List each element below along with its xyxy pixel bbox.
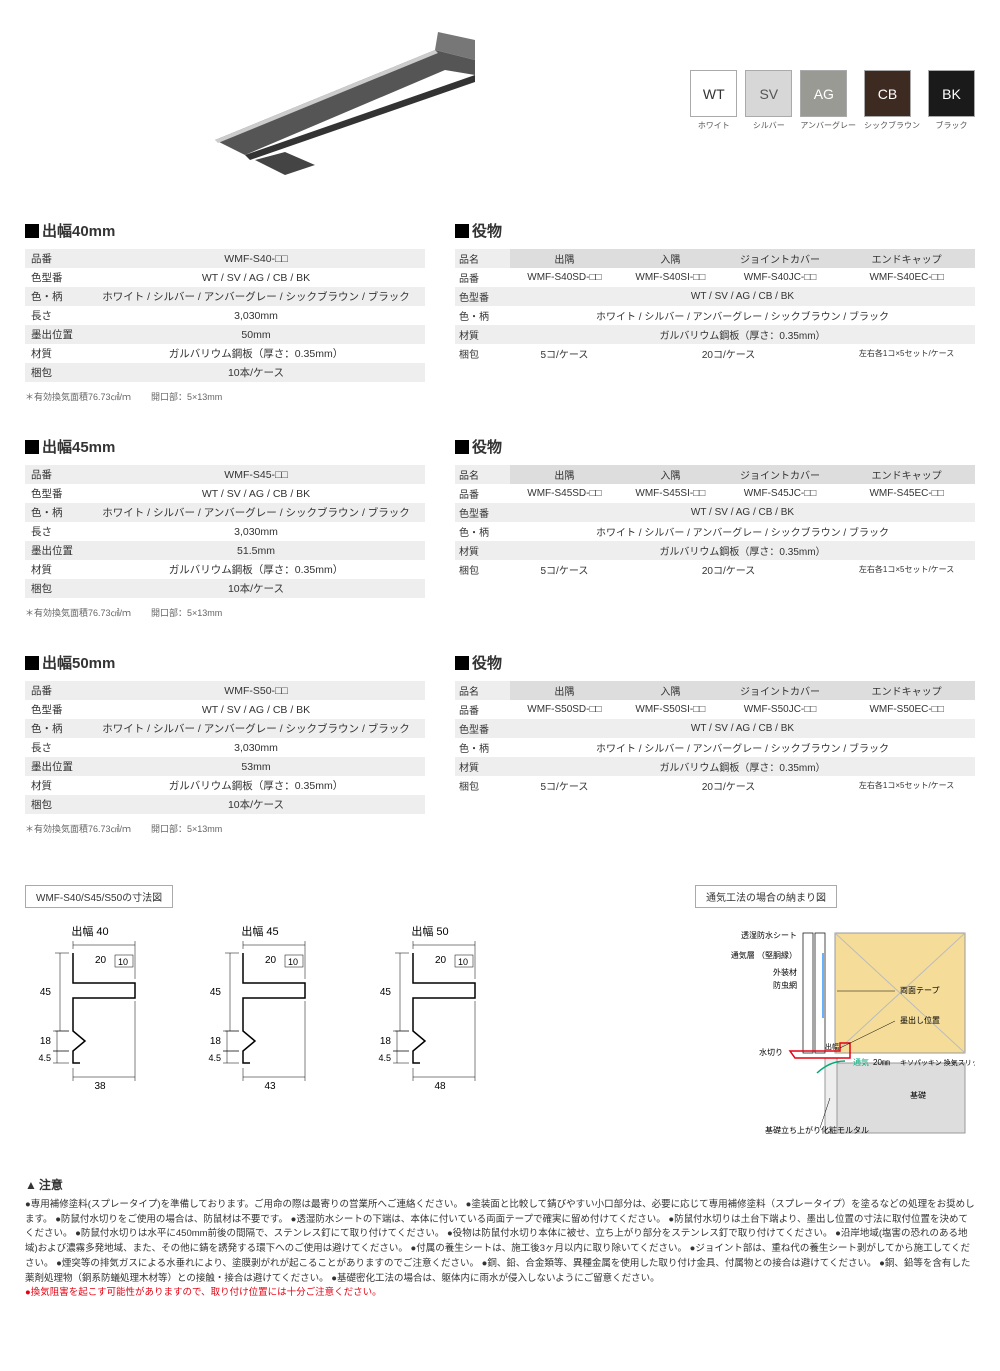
svg-text:45: 45 — [40, 987, 52, 998]
svg-text:45: 45 — [210, 987, 222, 998]
svg-text:墨出し位置: 墨出し位置 — [900, 1015, 940, 1025]
install-diagram: 通気工法の場合の納まり図 透湿防水シート 通気層 （堅胴縁） 外装材 防虫網 両… — [695, 885, 975, 1146]
section-1: 出幅45mm 品番WMF-S45-□□色型番WT / SV / AG / CB /… — [25, 436, 975, 644]
accessory-table: 品名出隅入隅ジョイントカバーエンドキャップ品番WMF-S40SD-□□WMF-S… — [455, 249, 975, 363]
svg-text:出幅 50: 出幅 50 — [411, 924, 448, 938]
swatch-ag: AGアンバーグレー — [800, 70, 856, 131]
footnote: ＊有効換気面積76.73㎠/ｍ開口部：5×13mm — [25, 822, 425, 835]
svg-text:18: 18 — [380, 1036, 392, 1047]
dim-svg: 出幅 50 45 20 10 18 4.5 48 — [365, 923, 495, 1103]
diagrams-row: WMF-S40/S45/S50の寸法図 出幅 40 45 20 10 18 4.… — [25, 885, 975, 1146]
svg-text:4.5: 4.5 — [38, 1053, 51, 1063]
svg-text:防虫網: 防虫網 — [773, 980, 797, 990]
svg-text:出幅 40: 出幅 40 — [71, 924, 108, 938]
acc-title: 役物 — [455, 220, 975, 241]
section-2: 出幅50mm 品番WMF-S50-□□色型番WT / SV / AG / CB /… — [25, 652, 975, 860]
install-svg: 透湿防水シート 通気層 （堅胴縁） 外装材 防虫網 両面テープ 墨出し位置 水切… — [695, 923, 975, 1143]
section-0: 出幅40mm 品番WMF-S40-□□色型番WT / SV / AG / CB /… — [25, 220, 975, 428]
acc-title: 役物 — [455, 652, 975, 673]
svg-text:水切り: 水切り — [759, 1047, 783, 1057]
svg-text:外装材: 外装材 — [773, 967, 797, 977]
svg-text:出幅 45: 出幅 45 — [241, 924, 278, 938]
svg-text:両面テープ: 両面テープ — [900, 986, 940, 995]
caution-title: 注意 — [25, 1176, 975, 1193]
swatch-bk: BKブラック — [928, 70, 975, 131]
svg-text:通気: 通気 — [853, 1057, 869, 1067]
caution-body: ●専用補修塗料(スプレータイプ)を準備しております。ご用命の際は最寄りの営業所へ… — [25, 1198, 975, 1301]
svg-text:43: 43 — [264, 1081, 276, 1092]
product-image — [165, 20, 485, 190]
caution-block: 注意 ●専用補修塗料(スプレータイプ)を準備しております。ご用命の際は最寄りの営… — [25, 1176, 975, 1301]
svg-text:キソパッキン 換気スリット: キソパッキン 換気スリット — [900, 1058, 975, 1067]
svg-text:4.5: 4.5 — [208, 1053, 221, 1063]
svg-text:18: 18 — [40, 1036, 52, 1047]
accessory-table: 品名出隅入隅ジョイントカバーエンドキャップ品番WMF-S50SD-□□WMF-S… — [455, 681, 975, 795]
svg-text:20㎜: 20㎜ — [873, 1058, 890, 1067]
install-title: 通気工法の場合の納まり図 — [695, 885, 837, 908]
svg-text:基礎立ち上がり化粧モルタル: 基礎立ち上がり化粧モルタル — [765, 1125, 869, 1135]
color-swatches: WTホワイトSVシルバーAGアンバーグレーCBシックブラウンBKブラック — [690, 70, 975, 131]
svg-text:38: 38 — [94, 1081, 106, 1092]
footnote: ＊有効換気面積76.73㎠/ｍ開口部：5×13mm — [25, 390, 425, 403]
svg-text:20: 20 — [265, 955, 277, 966]
spec-table: 品番WMF-S45-□□色型番WT / SV / AG / CB / BK色・柄… — [25, 465, 425, 598]
svg-text:10: 10 — [458, 957, 468, 967]
section-title: 出幅40mm — [25, 220, 425, 241]
svg-text:出幅: 出幅 — [825, 1042, 839, 1051]
accessory-table: 品名出隅入隅ジョイントカバーエンドキャップ品番WMF-S45SD-□□WMF-S… — [455, 465, 975, 579]
product-hero: WTホワイトSVシルバーAGアンバーグレーCBシックブラウンBKブラック — [25, 20, 975, 190]
svg-text:10: 10 — [118, 957, 128, 967]
svg-text:48: 48 — [434, 1081, 446, 1092]
svg-text:4.5: 4.5 — [378, 1053, 391, 1063]
swatch-cb: CBシックブラウン — [864, 70, 920, 131]
caution-red: ●換気阻害を起こす可能性がありますので、取り付け位置には十分ご注意ください。 — [25, 1287, 382, 1298]
svg-text:18: 18 — [210, 1036, 222, 1047]
svg-text:45: 45 — [380, 987, 392, 998]
footnote: ＊有効換気面積76.73㎠/ｍ開口部：5×13mm — [25, 606, 425, 619]
acc-title: 役物 — [455, 436, 975, 457]
dim-svg: 出幅 40 45 20 10 18 4.5 38 — [25, 923, 155, 1103]
dimension-diagram: WMF-S40/S45/S50の寸法図 出幅 40 45 20 10 18 4.… — [25, 885, 495, 1146]
svg-text:10: 10 — [288, 957, 298, 967]
svg-text:20: 20 — [95, 955, 107, 966]
svg-text:透湿防水シート: 透湿防水シート — [741, 930, 797, 940]
spec-table: 品番WMF-S40-□□色型番WT / SV / AG / CB / BK色・柄… — [25, 249, 425, 382]
svg-text:通気層 （堅胴縁）: 通気層 （堅胴縁） — [731, 950, 797, 960]
svg-text:20: 20 — [435, 955, 447, 966]
dim-svg: 出幅 45 45 20 10 18 4.5 43 — [195, 923, 325, 1103]
dim-title: WMF-S40/S45/S50の寸法図 — [25, 885, 173, 908]
svg-text:基礎: 基礎 — [910, 1090, 926, 1100]
section-title: 出幅50mm — [25, 652, 425, 673]
section-title: 出幅45mm — [25, 436, 425, 457]
swatch-sv: SVシルバー — [745, 70, 792, 131]
swatch-wt: WTホワイト — [690, 70, 737, 131]
spec-table: 品番WMF-S50-□□色型番WT / SV / AG / CB / BK色・柄… — [25, 681, 425, 814]
